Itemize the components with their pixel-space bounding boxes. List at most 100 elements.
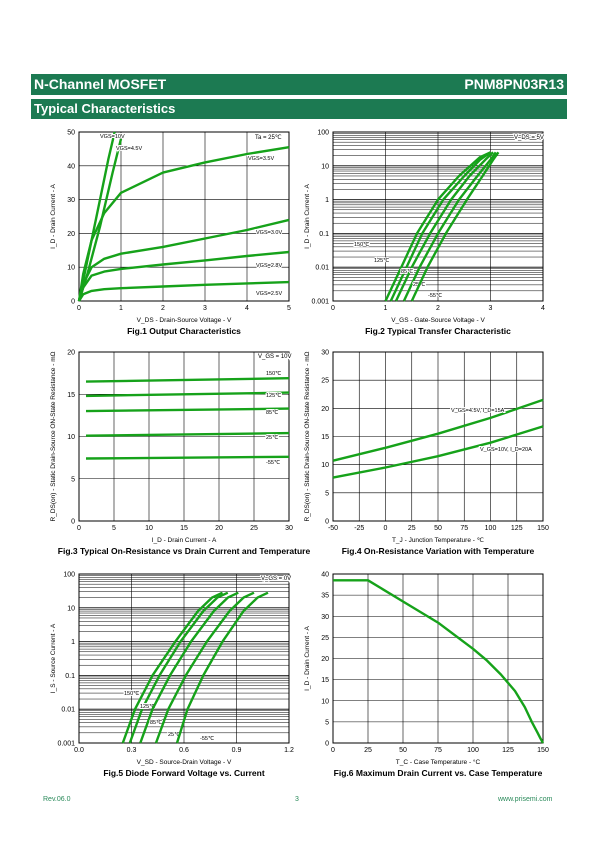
fig4-xtick-label: 100: [485, 525, 497, 532]
fig6-xtick-label: 0: [331, 747, 335, 754]
fig5-ytick-label: 1: [71, 639, 75, 646]
fig4-plot-frame: [332, 351, 544, 522]
fig4-series-label: V_GS=10V, I_D=20A: [480, 447, 532, 453]
fig1-ytick-label: 30: [67, 197, 75, 204]
fig3-series-line: [85, 455, 290, 460]
footer-rev: Rev.06.0: [43, 796, 71, 803]
fig5-plot-frame: [78, 573, 290, 744]
fig6-ytick-label: 40: [321, 572, 329, 579]
fig4-ytick-label: 5: [325, 490, 329, 497]
fig1-xtick-label: 3: [203, 305, 207, 312]
fig5-series-label: 25℃: [168, 732, 181, 738]
fig4-ytick-label: 20: [321, 406, 329, 413]
fig4-xtick-label: 150: [537, 525, 549, 532]
fig5-series-label: 125℃: [140, 704, 156, 710]
fig2-ytick-label: 0.01: [315, 265, 329, 272]
fig6-ytick-label: 15: [321, 677, 329, 684]
fig4-series-line: [332, 425, 544, 479]
fig4-caption: Fig.4 On-Resistance Variation with Tempe…: [342, 546, 535, 556]
fig6-ytick-label: 5: [325, 719, 329, 726]
fig6-ytick-label: 0: [325, 741, 329, 748]
fig1-ytick-label: 10: [67, 265, 75, 272]
fig6-plot-frame: [332, 573, 544, 744]
fig4-xtick-label: 75: [460, 525, 468, 532]
fig1-series-line: [77, 218, 290, 302]
fig5-series-label: 85℃: [150, 720, 163, 726]
fig5-series-line: [139, 591, 239, 744]
fig1-series-label: VGS=2.5V: [256, 291, 282, 297]
fig6-xtick-label: 25: [364, 747, 372, 754]
fig2-ytick-label: 0.001: [311, 299, 329, 306]
fig5-series-label: 150℃: [124, 691, 140, 697]
fig1-xtick-label: 1: [119, 305, 123, 312]
fig4-ytick-label: 15: [321, 434, 329, 441]
fig3-series-line: [85, 377, 290, 383]
fig4-ytick-label: 0: [325, 519, 329, 526]
fig1-ytick-label: 0: [71, 299, 75, 306]
fig3-series-label: 125℃: [266, 393, 282, 399]
fig6-x-axis-label: T_C - Case Temperature - °C: [396, 758, 481, 766]
fig5-series-line: [154, 591, 255, 744]
fig2-ytick-label: 1: [325, 197, 329, 204]
fig3-series-label: -55℃: [266, 460, 281, 466]
fig3-xtick-label: 10: [145, 525, 153, 532]
fig2-ytick-label: 0.1: [319, 231, 329, 238]
fig4-xtick-label: -50: [328, 525, 338, 532]
fig5-ytick-label: 0.01: [61, 707, 75, 714]
fig3-series-line: [85, 391, 290, 398]
fig5-annotation: V_GS = 0V: [261, 576, 291, 582]
fig4-xtick-label: 50: [434, 525, 442, 532]
fig1-xtick-label: 4: [245, 305, 249, 312]
fig2-series-line: [384, 151, 492, 302]
fig3-x-axis-label: I_D - Drain Current - A: [152, 537, 217, 544]
fig2-series-label: -55℃: [428, 293, 443, 299]
fig1-series-line: [77, 131, 116, 302]
fig1-series-line: [77, 250, 290, 302]
fig5-xtick-label: 0.3: [127, 747, 137, 754]
fig3-series-line: [85, 407, 290, 413]
fig6-ytick-label: 30: [321, 614, 329, 621]
fig3-ytick-label: 15: [67, 392, 75, 399]
fig4-xtick-label: 25: [408, 525, 416, 532]
fig6-xtick-label: 150: [537, 747, 549, 754]
fig5-caption: Fig.5 Diode Forward Voltage vs. Current: [103, 768, 265, 778]
fig5-x-axis-label: V_SD - Source-Drain Voltage - V: [137, 759, 232, 766]
fig1-series-label: VGS=3.5V: [248, 156, 274, 162]
fig4-ytick-label: 30: [321, 350, 329, 357]
fig1-series-label: VGS=4.5V: [116, 146, 142, 152]
fig4-ytick-label: 25: [321, 378, 329, 385]
footer-url: www.prisemi.com: [498, 796, 553, 803]
fig4-xtick-label: 0: [384, 525, 388, 532]
fig3-ytick-label: 10: [67, 434, 75, 441]
fig6-xtick-label: 50: [399, 747, 407, 754]
fig5-xtick-label: 0.9: [232, 747, 242, 754]
device-type-title: N-Channel MOSFET: [34, 76, 167, 92]
fig1-annotation: Ta = 25℃: [255, 135, 282, 141]
fig1-caption: Fig.1 Output Characteristics: [127, 326, 241, 336]
fig2-ytick-label: 10: [321, 163, 329, 170]
fig4-series-line: [332, 398, 544, 462]
fig2-series-line: [389, 151, 492, 302]
fig2-series-line: [394, 151, 494, 302]
fig3-caption: Fig.3 Typical On-Resistance vs Drain Cur…: [58, 546, 311, 556]
fig3-series-label: 25℃: [266, 435, 279, 441]
fig3-plot-frame: [78, 351, 290, 522]
fig2-series-label: 85℃: [401, 269, 414, 275]
fig2-series-label: 125℃: [374, 258, 390, 264]
fig6-ytick-label: 20: [321, 656, 329, 663]
fig1-ytick-label: 20: [67, 231, 75, 238]
fig5-ytick-label: 10: [67, 605, 75, 612]
fig3-series-line: [85, 431, 290, 437]
fig3-series-label: 150℃: [266, 371, 282, 377]
fig1-series-label: VGS=3.0V: [256, 230, 282, 236]
fig6-ytick-label: 35: [321, 593, 329, 600]
fig1-xtick-label: 5: [287, 305, 291, 312]
fig6-xtick-label: 75: [434, 747, 442, 754]
fig3-xtick-label: 15: [180, 525, 188, 532]
fig6-ytick-label: 10: [321, 698, 329, 705]
fig1-series-label: VGS=10V: [100, 134, 125, 140]
fig5-series-line: [128, 591, 229, 744]
fig2-xtick-label: 1: [384, 305, 388, 312]
fig2-caption: Fig.2 Typical Transfer Characteristic: [365, 326, 511, 336]
